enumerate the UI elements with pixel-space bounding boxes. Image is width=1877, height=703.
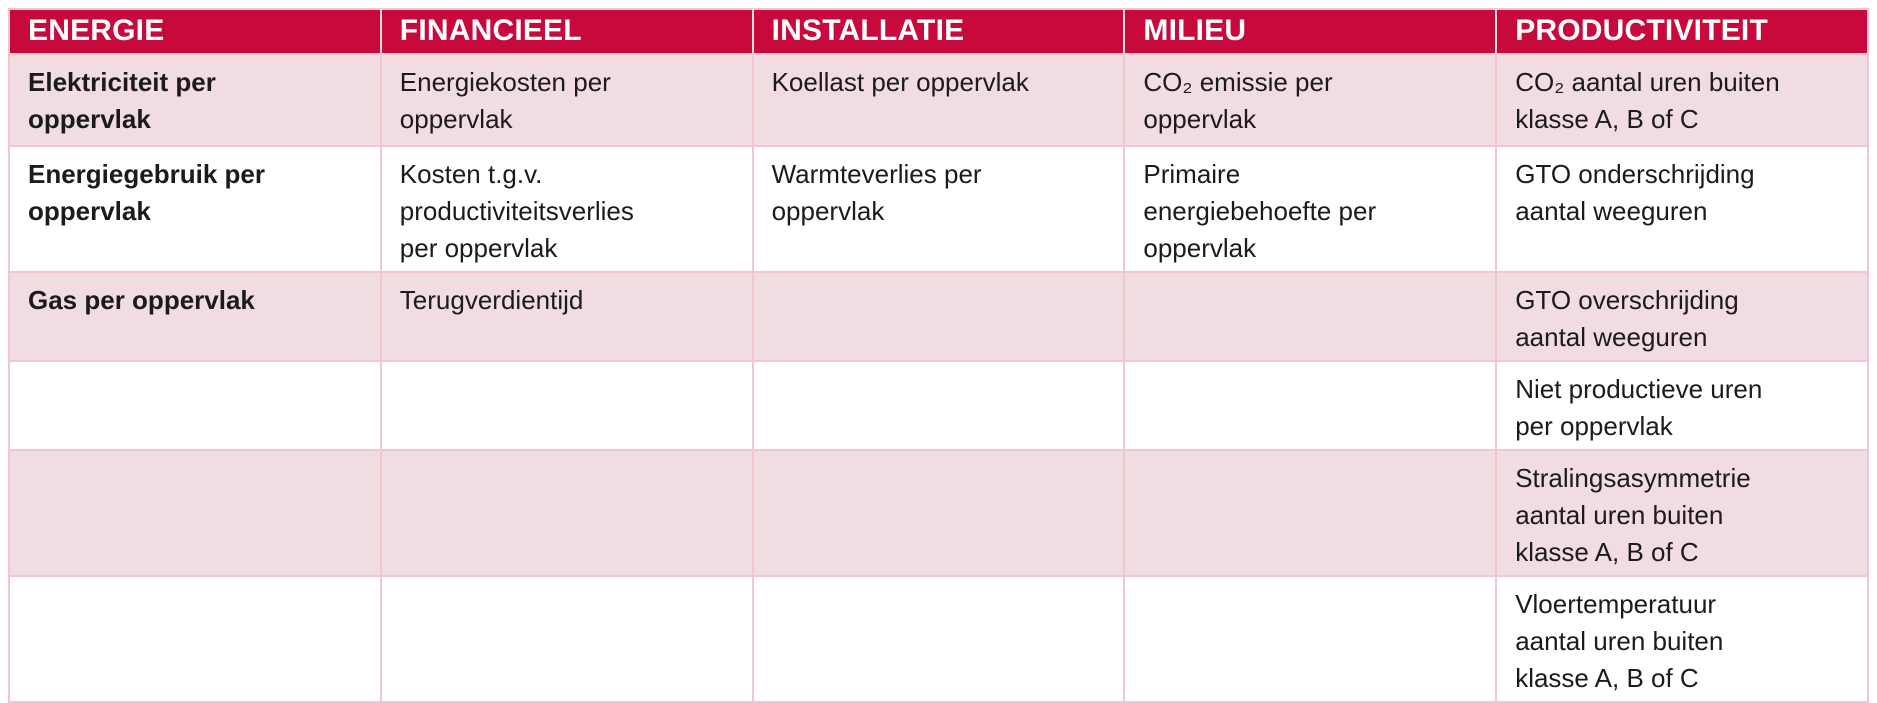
table-cell — [379, 449, 754, 577]
table-cell: Stralingsasymmetrie aantal uren buiten k… — [1495, 449, 1869, 577]
table-cell: Energiegebruik per oppervlak — [8, 145, 382, 273]
table-cell — [379, 360, 754, 451]
table-cell — [751, 449, 1126, 577]
table-cell: Kosten t.g.v. productiviteitsverlies per… — [379, 145, 754, 273]
table-cell: Koellast per oppervlak — [751, 53, 1126, 147]
table-cell: CO₂ aantal uren buiten klasse A, B of C — [1495, 53, 1869, 147]
table-cell: GTO onderschrijding aantal weeguren — [1495, 145, 1869, 273]
column-header-productiviteit: PRODUCTIVITEIT — [1495, 8, 1869, 55]
table-cell — [1123, 271, 1498, 362]
table-cell — [751, 575, 1126, 703]
table-cell — [1123, 360, 1498, 451]
table-row: Niet productieve uren per oppervlak — [8, 360, 1869, 451]
table-cell: Niet productieve uren per oppervlak — [1495, 360, 1869, 451]
table-cell — [8, 360, 382, 451]
table-body: Elektriciteit per oppervlak Energiekoste… — [8, 53, 1869, 703]
column-header-installatie: INSTALLATIE — [751, 8, 1126, 55]
table-row: Vloertemperatuur aantal uren buiten klas… — [8, 575, 1869, 703]
table-row: Gas per oppervlak Terugverdientijd GTO o… — [8, 271, 1869, 362]
table-cell — [1123, 575, 1498, 703]
table-row: Energiegebruik per oppervlak Kosten t.g.… — [8, 145, 1869, 273]
table-row: Elektriciteit per oppervlak Energiekoste… — [8, 53, 1869, 147]
column-header-energie: ENERGIE — [8, 8, 382, 55]
table-header-row: ENERGIE FINANCIEEL INSTALLATIE MILIEU PR… — [8, 8, 1869, 55]
column-header-milieu: MILIEU — [1123, 8, 1498, 55]
column-header-financieel: FINANCIEEL — [379, 8, 754, 55]
table-row: Stralingsasymmetrie aantal uren buiten k… — [8, 449, 1869, 577]
table-cell: Terugverdientijd — [379, 271, 754, 362]
table-cell — [751, 360, 1126, 451]
table-cell — [379, 575, 754, 703]
table-cell: Elektriciteit per oppervlak — [8, 53, 382, 147]
table-cell: Vloertemperatuur aantal uren buiten klas… — [1495, 575, 1869, 703]
table-cell: Energiekosten per oppervlak — [379, 53, 754, 147]
table-cell — [8, 449, 382, 577]
table-cell: GTO overschrijding aantal weeguren — [1495, 271, 1869, 362]
table-cell — [8, 575, 382, 703]
table-cell: CO₂ emissie per oppervlak — [1123, 53, 1498, 147]
table-cell — [751, 271, 1126, 362]
table-cell — [1123, 449, 1498, 577]
table-cell: Warmteverlies per oppervlak — [751, 145, 1126, 273]
table-cell: Gas per oppervlak — [8, 271, 382, 362]
criteria-table-wrapper: ENERGIE FINANCIEEL INSTALLATIE MILIEU PR… — [8, 8, 1869, 703]
criteria-table: ENERGIE FINANCIEEL INSTALLATIE MILIEU PR… — [8, 8, 1869, 703]
table-cell: Primaire energiebehoefte per oppervlak — [1123, 145, 1498, 273]
